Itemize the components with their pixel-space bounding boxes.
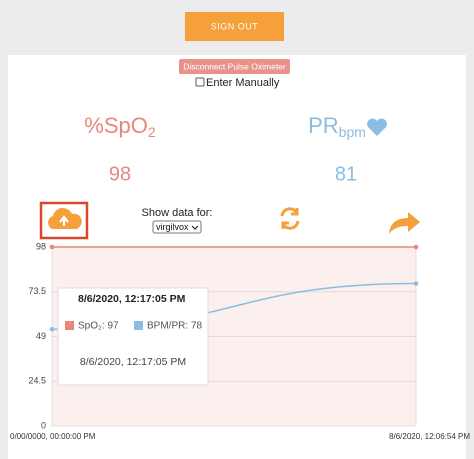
tooltip: 8/6/2020, 12:17:05 PM SpO₂: 97 BPM/PR: 78 8… xyxy=(57,287,209,386)
spo2-label: %SpO xyxy=(84,113,148,138)
user-select[interactable] xyxy=(152,220,202,234)
pr-sub: bpm xyxy=(339,124,366,140)
spo2-value: 98 xyxy=(109,163,131,185)
point xyxy=(49,244,55,250)
x-tick-label: 0/00/0000, 00:00:00 PM xyxy=(10,432,96,441)
y-tick-label: 0 xyxy=(41,420,46,430)
point xyxy=(413,244,419,250)
select-caret xyxy=(191,225,199,230)
pr-heading: PRbpm xyxy=(308,113,366,140)
y-tick-label: 98 xyxy=(36,241,46,251)
tooltip-item: SpO₂: 97 xyxy=(78,321,119,332)
tooltip-footer: 8/6/2020, 12:17:05 PM xyxy=(80,356,186,368)
point xyxy=(49,326,55,332)
disconnect-label[interactable]: Disconnect Pulse Oximeter xyxy=(183,61,286,71)
point xyxy=(413,281,419,286)
user-option[interactable]: virgilvox xyxy=(156,222,189,232)
pr-label: PR xyxy=(308,113,339,138)
show-data-label: Show data for: xyxy=(142,207,213,219)
y-tick-label: 49 xyxy=(36,331,46,341)
pr-value: 81 xyxy=(335,163,357,185)
tooltip-swatch xyxy=(134,321,143,330)
sign-out-label[interactable]: SIGN OUT xyxy=(211,21,259,31)
heart-icon xyxy=(367,118,387,136)
disconnect-button[interactable] xyxy=(179,59,290,74)
upload-arrow xyxy=(59,215,69,226)
tooltip-box xyxy=(57,287,209,386)
spo2-sub: 2 xyxy=(148,124,156,140)
spo2-heading: %SpO2 xyxy=(84,113,156,140)
share-icon[interactable] xyxy=(389,212,420,234)
checkbox[interactable] xyxy=(195,77,205,87)
upload-button[interactable] xyxy=(39,201,89,240)
tooltip-item: BPM/PR: 78 xyxy=(147,321,202,332)
tooltip-swatch xyxy=(65,321,74,330)
y-tick-label: 24.5 xyxy=(28,376,46,386)
refresh-icon[interactable] xyxy=(280,207,300,230)
tooltip-title: 8/6/2020, 12:17:05 PM xyxy=(78,293,186,305)
y-tick-label: 73.5 xyxy=(28,286,46,296)
sign-out-button[interactable] xyxy=(185,12,284,41)
x-tick-label: 8/6/2020, 12:06:54 PM xyxy=(389,432,470,441)
checkbox-label[interactable]: Enter Manually xyxy=(206,77,280,89)
